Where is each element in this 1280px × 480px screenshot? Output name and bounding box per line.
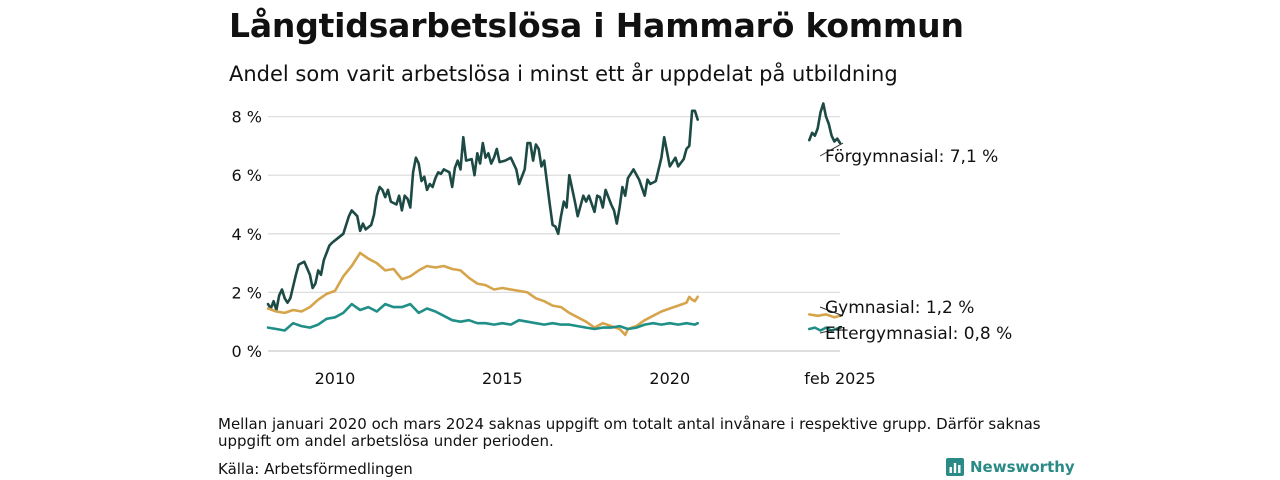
series-line-eftergymnasial [266, 302, 699, 332]
series-line-gymnasial [266, 251, 699, 337]
line-chart: 0 % 2 % 4 % 6 % 8 % 2010 2015 2020 feb 2025 För… [232, 102, 1012, 388]
chart-title: Långtidsarbetslösa i Hammarö kommun [229, 6, 964, 45]
x-tick-label: feb 2025 [804, 369, 875, 388]
series-line-gymnasial [808, 313, 842, 319]
series-line-förgymnasial [808, 102, 842, 145]
y-axis: 0 % 2 % 4 % 6 % 8 % [232, 108, 262, 361]
y-tick-label: 8 % [232, 108, 262, 127]
leader-line [819, 327, 844, 334]
gridlines [268, 115, 840, 352]
chart-note: Mellan januari 2020 och mars 2024 saknas… [218, 415, 1041, 450]
y-tick-label: 2 % [232, 283, 262, 302]
leader-line [819, 142, 844, 157]
series-end-label: Gymnasial: 1,2 % [825, 298, 974, 318]
y-tick-label: 6 % [232, 166, 262, 185]
x-tick-label: 2020 [649, 369, 690, 388]
brand-logo[interactable]: Newsworthy [946, 458, 1075, 476]
x-tick-label: 2010 [315, 369, 356, 388]
x-tick-label: 2015 [482, 369, 523, 388]
series-end-label: Förgymnasial: 7,1 % [825, 147, 998, 167]
leader-line [819, 306, 844, 317]
series-line-förgymnasial [266, 109, 699, 312]
brand-name: Newsworthy [970, 458, 1075, 476]
chart-source: Källa: Arbetsförmedlingen [218, 460, 413, 478]
series-end-label: Eftergymnasial: 0,8 % [825, 324, 1012, 344]
series-end-labels: Förgymnasial: 7,1 % Gymnasial: 1,2 % Efter… [819, 142, 1012, 344]
chart-subtitle: Andel som varit arbetslösa i minst ett å… [229, 62, 898, 86]
x-axis: 2010 2015 2020 feb 2025 [315, 369, 876, 388]
bar-chart-icon [946, 458, 964, 476]
y-tick-label: 4 % [232, 225, 262, 244]
y-tick-label: 0 % [232, 342, 262, 361]
series-lines [266, 102, 842, 337]
